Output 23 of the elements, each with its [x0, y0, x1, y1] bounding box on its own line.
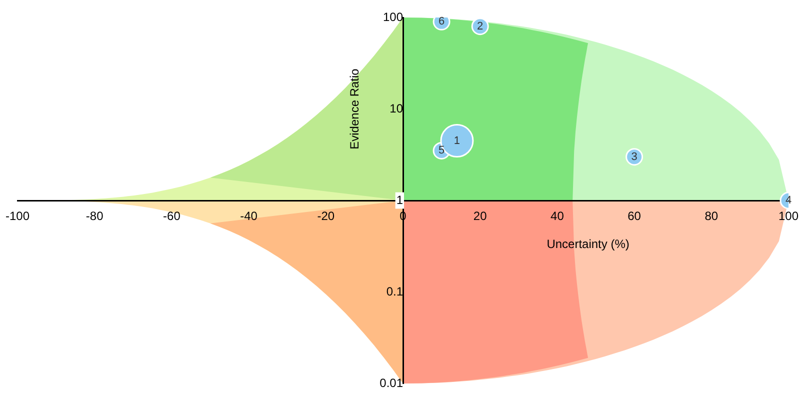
x-tick-label: 100	[778, 209, 799, 224]
x-tick-label: 80	[704, 209, 718, 224]
x-tick-label: 40	[550, 209, 564, 224]
series-label: 4	[785, 194, 792, 207]
x-tick-label: -80	[86, 209, 104, 224]
series-label: 2	[477, 20, 484, 32]
y-tick-label: 100	[382, 10, 404, 24]
y-axis-title: Evidence Ratio	[347, 68, 362, 150]
x-tick-label: 60	[628, 209, 642, 224]
x-tick-label: -40	[240, 209, 258, 224]
x-tick-label: -20	[317, 209, 335, 224]
x-tick-label: -100	[5, 209, 30, 224]
y-tick-label: 0.01	[380, 376, 404, 390]
x-tick-label: -60	[163, 209, 181, 224]
series-label: 3	[631, 150, 638, 163]
series-label: 5	[438, 144, 445, 157]
x-axis-title: Uncertainty (%)	[546, 236, 630, 251]
series-label: 6	[438, 16, 445, 28]
x-tick-label: 20	[473, 209, 488, 224]
y-tick-label: 0.1	[386, 284, 404, 298]
y-tick-label: 1	[396, 192, 404, 207]
series-label: 1	[454, 134, 460, 147]
y-tick-label: 10	[390, 101, 404, 116]
